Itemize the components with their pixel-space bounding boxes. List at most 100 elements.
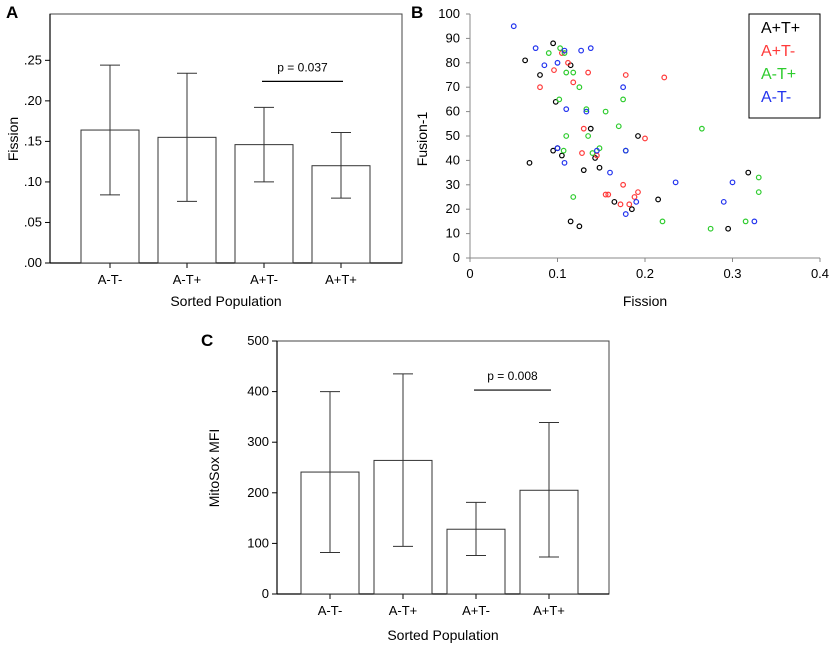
scatter-point-A+T+ — [537, 72, 543, 78]
scatter-point-A+T- — [661, 74, 668, 81]
x-tick-label: A-T+ — [389, 603, 418, 618]
scatter-point-A-T+ — [563, 133, 570, 139]
x-tick-label: 0.3 — [723, 266, 741, 281]
scatter-point-A+T+ — [526, 159, 533, 166]
x-tick-label: 0 — [466, 266, 473, 281]
scatter-point-A-T- — [633, 198, 640, 205]
panel-a-p-value: p = 0.037 — [277, 60, 328, 74]
scatter-point-A-T+ — [620, 96, 627, 103]
scatter-point-A+T+ — [628, 206, 635, 213]
scatter-point-A+T+ — [550, 40, 557, 47]
scatter-point-A+T+ — [587, 125, 594, 132]
scatter-point-A-T- — [593, 147, 600, 154]
x-tick-label: 0.4 — [811, 266, 829, 281]
x-tick-label: A-T+ — [173, 272, 202, 287]
scatter-point-A+T- — [642, 135, 648, 142]
y-tick-label: .10 — [24, 174, 42, 189]
scatter-point-A-T- — [729, 179, 736, 186]
x-tick-label: 0.2 — [636, 266, 654, 281]
scatter-point-A+T+ — [635, 133, 641, 139]
scatter-point-A-T- — [622, 147, 629, 154]
scatter-point-A+T- — [602, 191, 609, 198]
y-tick-label: 200 — [247, 485, 269, 500]
x-tick-label: A+T- — [250, 272, 278, 287]
scatter-point-A-T+ — [585, 133, 592, 139]
scatter-point-A+T- — [580, 125, 587, 132]
y-tick-label: 10 — [446, 226, 460, 241]
scatter-point-A-T- — [541, 62, 548, 69]
panel-c-error-bars — [320, 373, 559, 558]
y-tick-label: 80 — [446, 55, 460, 70]
y-tick-label: .05 — [24, 214, 42, 229]
scatter-point-A-T- — [672, 179, 679, 186]
y-tick-label: .25 — [24, 52, 42, 67]
scatter-point-A-T+ — [742, 218, 749, 225]
scatter-point-A+T- — [585, 69, 592, 76]
legend-entry-A+T-: A+T- — [761, 43, 795, 60]
scatter-point-A-T+ — [755, 174, 762, 181]
scatter-point-A+T- — [605, 191, 612, 198]
y-tick-label: 500 — [247, 333, 269, 348]
scatter-point-A-T- — [720, 198, 727, 205]
scatter-point-A-T+ — [563, 69, 570, 76]
y-tick-label: 30 — [446, 177, 460, 192]
panel-c-p-value: p = 0.008 — [487, 369, 538, 383]
scatter-point-A-T+ — [570, 69, 577, 76]
y-tick-label: 50 — [446, 128, 460, 143]
scatter-point-A-T- — [583, 108, 590, 115]
panel-b-letter: B — [411, 3, 423, 22]
y-tick-label: 0 — [453, 250, 460, 265]
panel-a-chart: A A-T- A-T+ A+T- A+T+ .00 .05 .10 .15 .20 .25 p … — [5, 3, 403, 309]
y-tick-label: 70 — [446, 79, 460, 94]
panel-c-letter: C — [201, 331, 213, 350]
panel-b-x-axis-title: Fission — [623, 293, 667, 309]
panel-c-x-axis-title: Sorted Population — [387, 627, 498, 643]
scatter-point-A+T- — [617, 201, 624, 208]
scatter-point-A+T- — [570, 79, 577, 86]
panel-a-error-bars — [100, 64, 351, 202]
x-tick-label: A+T+ — [325, 272, 357, 287]
y-tick-label: 0 — [262, 586, 269, 601]
panel-b-y-axis-title: Fusion-1 — [414, 112, 430, 167]
scatter-point-A-T- — [751, 218, 758, 225]
legend-box — [748, 13, 821, 119]
panel-a-y-axis-title: Fission — [5, 117, 21, 161]
y-tick-label: 90 — [446, 30, 460, 45]
scatter-point-A-T+ — [602, 108, 609, 115]
scatter-point-A-T+ — [576, 84, 583, 91]
scatter-point-A-T- — [532, 45, 539, 52]
scatter-point-A-T- — [587, 45, 594, 52]
scatter-point-A-T- — [554, 59, 561, 66]
legend-entry-A+T+: A+T+ — [761, 20, 800, 37]
y-tick-label: .00 — [24, 255, 42, 270]
scatter-point-A-T+ — [557, 45, 564, 52]
y-tick-label: 100 — [247, 535, 269, 550]
scatter-point-A+T+ — [580, 167, 587, 174]
scatter-point-A+T- — [551, 67, 557, 74]
scatter-point-A+T+ — [596, 164, 603, 171]
x-tick-label: A-T- — [98, 272, 123, 287]
x-tick-label: 0.1 — [548, 266, 566, 281]
panel-b-points — [510, 23, 762, 232]
panel-c-y-axis-title: MitoSox MFI — [206, 429, 222, 508]
panel-c-chart: C A-T- A-T+ A+T- A+T+ 0 100 200 300 400 500 p = … — [201, 331, 610, 643]
scatter-point-A+T- — [635, 189, 641, 196]
scatter-point-A-T- — [607, 169, 613, 176]
x-tick-label: A-T- — [318, 603, 343, 618]
scatter-point-A-T+ — [560, 147, 567, 154]
y-tick-label: 20 — [446, 201, 460, 216]
scatter-point-A+T+ — [550, 147, 557, 154]
panel-c-x-tick-labels: A-T- A-T+ A+T- A+T+ — [318, 603, 565, 618]
legend-entry-A-T+: A-T+ — [761, 66, 796, 83]
y-tick-label: .20 — [24, 93, 42, 108]
panel-b-x-tick-labels: 0 0.1 0.2 0.3 0.4 — [466, 266, 829, 281]
scatter-point-A-T- — [561, 47, 568, 54]
scatter-point-A+T+ — [611, 198, 618, 205]
y-tick-label: 100 — [438, 6, 460, 21]
scatter-point-A-T- — [554, 145, 561, 152]
scatter-point-A-T+ — [570, 194, 577, 200]
y-tick-label: 300 — [247, 434, 269, 449]
panel-b-y-tick-labels: 0 10 20 30 40 50 60 70 80 90 100 — [438, 6, 460, 265]
panel-b-axes — [466, 13, 821, 262]
